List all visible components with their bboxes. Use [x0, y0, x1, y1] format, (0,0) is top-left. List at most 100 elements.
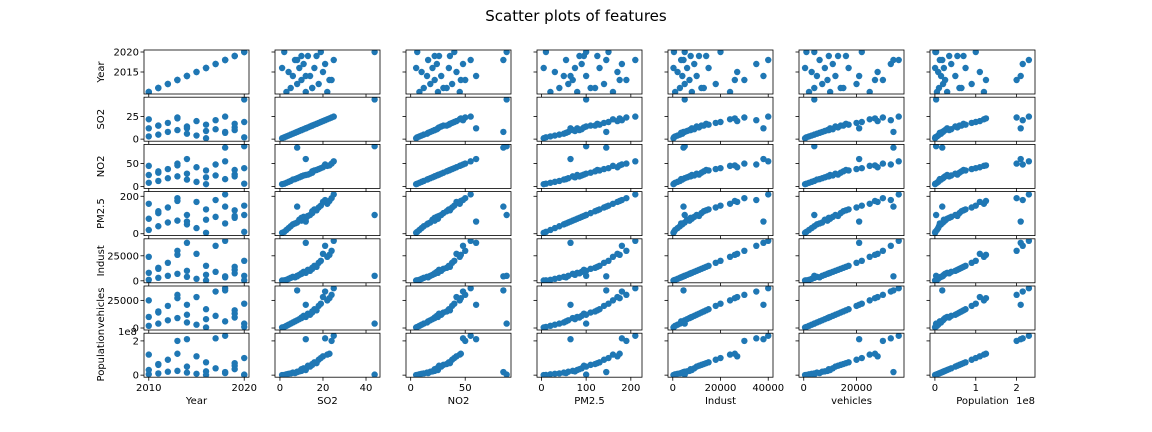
point-group [801, 191, 902, 236]
scatter-point [174, 294, 181, 302]
scatter-point [241, 144, 248, 150]
scatter-point [946, 52, 953, 60]
panel-frame [274, 96, 381, 142]
scatter-point [241, 164, 248, 172]
scatter-point [503, 211, 510, 219]
point-group [540, 238, 639, 283]
scatter-point [816, 129, 823, 137]
scatter-point [890, 203, 897, 210]
scatter-point [972, 164, 979, 172]
scatter-point [671, 88, 679, 94]
scatter-point [871, 162, 879, 169]
scatter-point [681, 80, 688, 88]
scatter-point [890, 128, 897, 136]
scatter-point [618, 335, 626, 342]
scatter-point [932, 97, 940, 103]
scatter-point [890, 287, 897, 294]
scatter-point [542, 50, 550, 56]
scatter-point [811, 50, 818, 56]
scatter-point [760, 218, 767, 225]
scatter-point [840, 360, 847, 368]
scatter-point [670, 324, 677, 330]
scatter-point [241, 371, 248, 378]
scatter-point [712, 119, 719, 127]
scatter-point [155, 84, 162, 92]
scatter-point [871, 197, 879, 205]
scatter-point [825, 365, 833, 373]
panel-pm2-5-vs-population [926, 191, 1036, 240]
scatter-point [871, 115, 879, 122]
scatter-point [726, 162, 734, 170]
scatter-point [741, 76, 748, 84]
scatter-point [183, 155, 191, 163]
point-group [931, 97, 1033, 142]
scatter-point [418, 224, 425, 232]
scatter-point [221, 287, 229, 294]
scatter-point [731, 162, 739, 169]
panel-background [930, 286, 1035, 330]
scatter-point [212, 126, 219, 133]
scatter-point [866, 297, 873, 304]
scatter-point [576, 173, 583, 180]
y-tick-label: 0 [133, 135, 139, 146]
scatter-point [712, 165, 719, 173]
scatter-point [472, 125, 480, 132]
point-group [801, 286, 902, 330]
scatter-point [221, 273, 229, 280]
scatter-point [731, 197, 739, 205]
scatter-point [808, 132, 815, 139]
scatter-point [939, 144, 946, 151]
scatter-point [932, 50, 939, 56]
scatter-point [293, 144, 301, 151]
panel-so2-vs-no2 [402, 96, 512, 145]
point-group [145, 50, 248, 94]
scatter-point [459, 288, 467, 295]
scatter-point [202, 64, 210, 72]
scatter-point [695, 212, 703, 220]
panel-frame [274, 238, 381, 284]
scatter-point [680, 128, 687, 136]
scatter-point [677, 220, 685, 227]
panel-vehicles-vs-population [926, 285, 1036, 334]
scatter-point [676, 84, 684, 92]
scatter-point [503, 320, 510, 327]
scatter-point [853, 165, 860, 173]
scatter-point [562, 56, 570, 64]
panel-frame [929, 332, 1036, 378]
panel-year-vs-no2 [402, 49, 512, 98]
scatter-point [855, 125, 863, 132]
scatter-point [183, 311, 191, 318]
scatter-point [858, 257, 865, 264]
scatter-point [459, 60, 467, 68]
scatter-point [1019, 288, 1026, 295]
scatter-point [291, 220, 299, 227]
scatter-point [317, 202, 325, 209]
scatter-point [866, 116, 873, 123]
scatter-point [221, 203, 229, 210]
point-group [670, 333, 772, 378]
scatter-point [567, 301, 574, 308]
scatter-point [500, 144, 507, 151]
scatter-point [582, 272, 590, 279]
scatter-point [231, 314, 238, 321]
scatter-point [472, 72, 480, 80]
scatter-point [212, 242, 219, 249]
scatter-point [958, 208, 965, 215]
panel-vehicles-vs-so2 [271, 285, 381, 334]
y-axis-label-no2: NO2 [96, 156, 107, 178]
scatter-point [616, 162, 623, 169]
scatter-point [591, 264, 599, 271]
scatter-point [670, 180, 677, 188]
panel-frame [274, 143, 381, 189]
scatter-point [145, 297, 152, 304]
scatter-point [472, 301, 480, 308]
scatter-point [212, 161, 219, 168]
scatter-point [459, 242, 467, 249]
scatter-point [866, 88, 873, 94]
scatter-point [801, 64, 809, 72]
scatter-point [1013, 160, 1020, 167]
scatter-point [801, 180, 809, 188]
scatter-point [540, 180, 547, 188]
scatter-point [700, 122, 707, 129]
